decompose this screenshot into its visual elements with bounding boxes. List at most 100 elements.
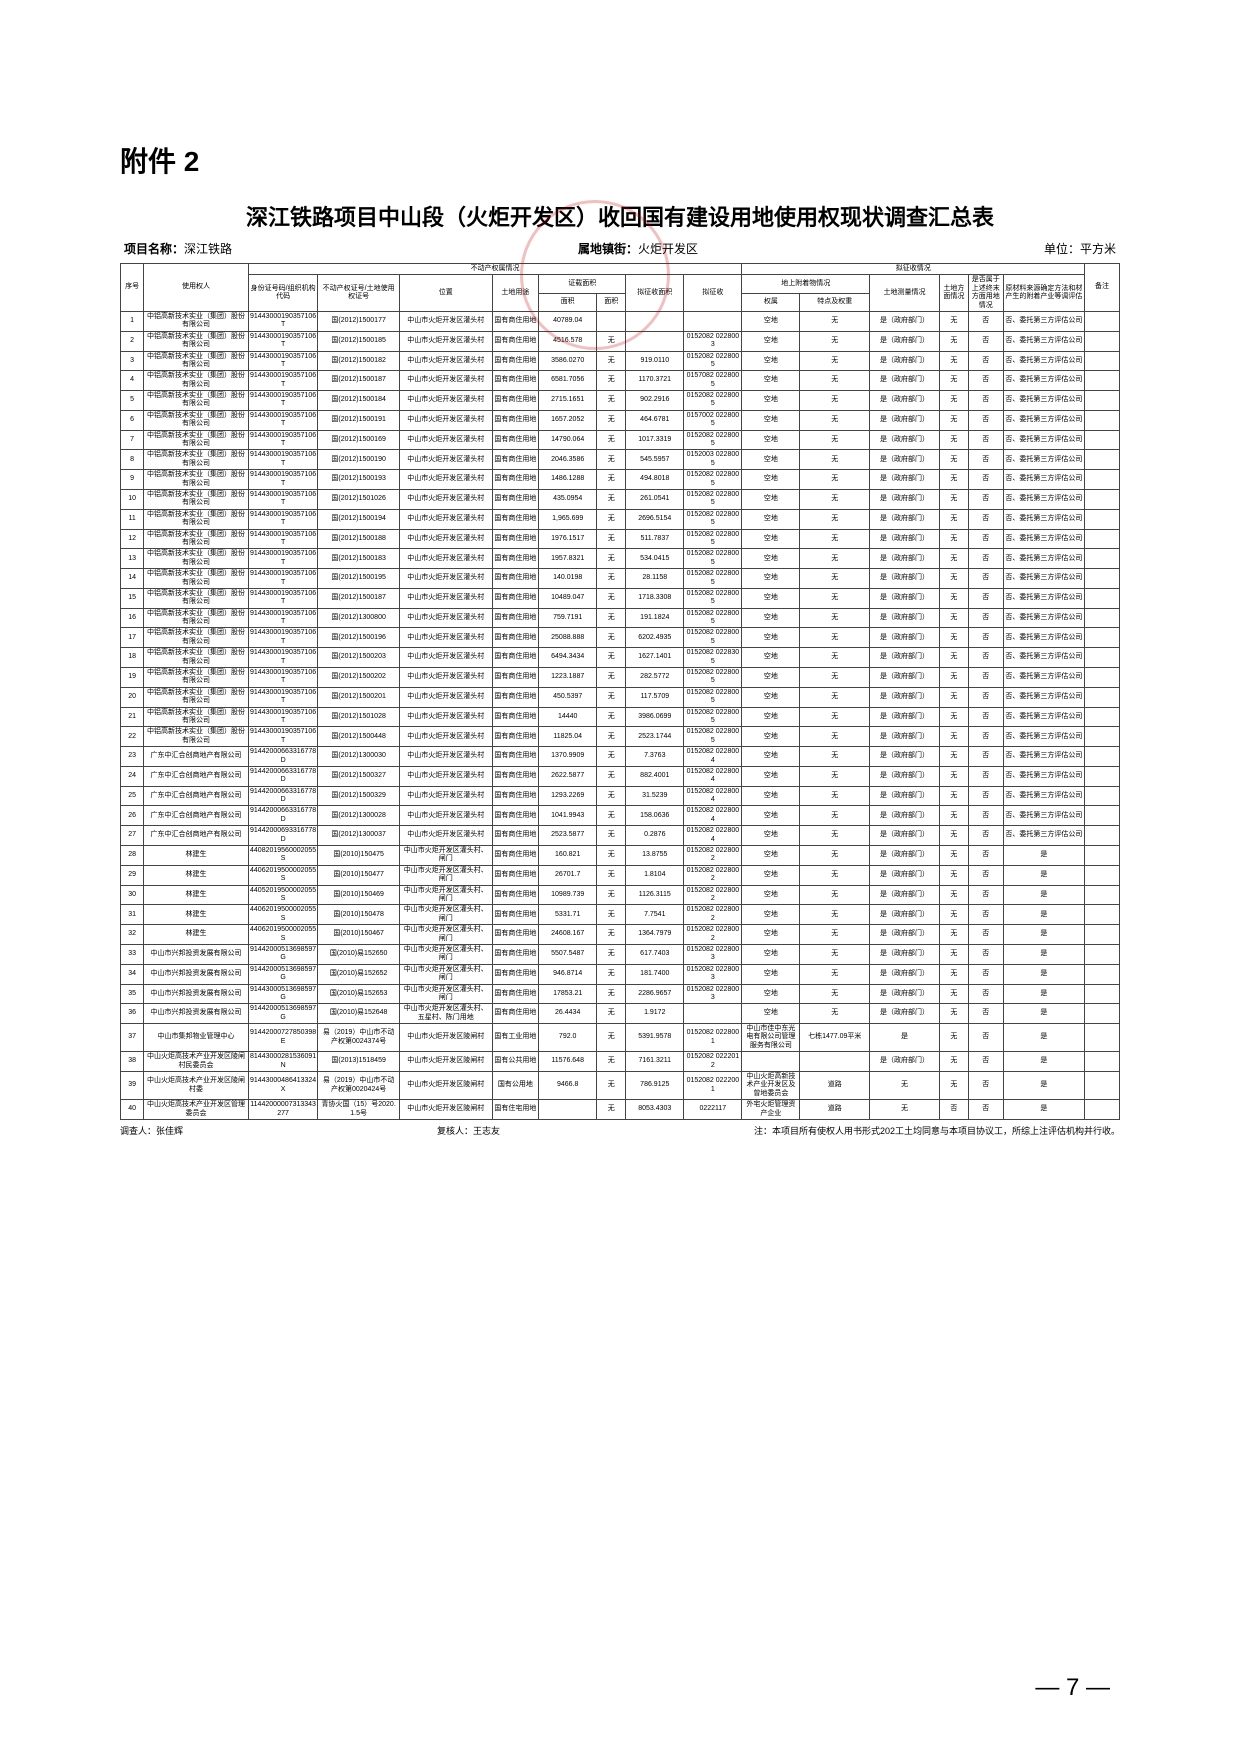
table-cell: 20	[121, 687, 144, 707]
table-cell: 国(2012)1300037	[318, 826, 399, 846]
table-cell: 国(2012)1500184	[318, 391, 399, 411]
table-cell: 否、委托第三方评估公司	[1003, 707, 1084, 727]
table-cell: 中山火炬高技术产业开发区陵闸村民委员会	[144, 1052, 249, 1072]
table-cell: 否	[968, 865, 1003, 885]
table-cell: 是（政府部门）	[870, 569, 940, 589]
table-cell: 无	[939, 489, 968, 509]
table-cell: 无	[939, 687, 968, 707]
table-cell: 空地	[742, 747, 800, 767]
table-row: 13中铝高新技术实业（集团）股份有限公司91443000190357106T国(…	[121, 549, 1120, 569]
table-cell: 空地	[742, 984, 800, 1004]
table-cell: 18	[121, 648, 144, 668]
table-cell	[1085, 529, 1120, 549]
table-cell: 282.5772	[626, 668, 684, 688]
table-cell: 无	[597, 450, 626, 470]
table-cell: 国有商住用地	[492, 707, 538, 727]
table-cell: 158.0636	[626, 806, 684, 826]
table-cell: 无	[939, 925, 968, 945]
table-cell: 9	[121, 470, 144, 490]
table-row: 36中山市兴邦投资发展有限公司91442000513698597G国(2010)…	[121, 1004, 1120, 1024]
table-cell: 空地	[742, 964, 800, 984]
table-cell: 1293.2269	[539, 786, 597, 806]
page-number: — 7 —	[1035, 1674, 1110, 1702]
table-cell: 空地	[742, 668, 800, 688]
table-cell: 无	[939, 391, 968, 411]
table-cell: 2715.1651	[539, 391, 597, 411]
table-cell: 无	[939, 885, 968, 905]
table-cell	[1085, 430, 1120, 450]
table-cell: 中铝高新技术实业（集团）股份有限公司	[144, 569, 249, 589]
table-cell: 786.9125	[626, 1072, 684, 1100]
table-cell: 31.5239	[626, 786, 684, 806]
table-cell: 国有商住用地	[492, 331, 538, 351]
col-measure: 土地测量情况	[870, 275, 940, 312]
table-cell: 无	[800, 450, 870, 470]
table-cell	[1085, 608, 1120, 628]
table-cell: 中山市火炬开发区灌头村、闸门	[399, 885, 492, 905]
table-cell: 否	[968, 470, 1003, 490]
table-cell: 空地	[742, 371, 800, 391]
table-cell: 494.8018	[626, 470, 684, 490]
table-cell: 0152082 0228005	[684, 588, 742, 608]
table-cell: 国(2012)1500185	[318, 331, 399, 351]
table-cell: 40	[121, 1100, 144, 1120]
table-cell: 空地	[742, 311, 800, 331]
table-cell: 无	[939, 1072, 968, 1100]
table-cell: 中山市火炬开发区灌头村	[399, 628, 492, 648]
table-cell: 否、委托第三方评估公司	[1003, 391, 1084, 411]
table-cell: 国有商住用地	[492, 311, 538, 331]
table-cell: 617.7403	[626, 944, 684, 964]
table-cell	[1085, 470, 1120, 490]
table-cell: 林建生	[144, 865, 249, 885]
table-cell: 中山市火炬开发区灌头村	[399, 331, 492, 351]
table-cell: 是（政府部门）	[870, 925, 940, 945]
col-source: 原材料来源确定方法和材产生的附着产业等调评估	[1003, 275, 1084, 312]
note-value: 本项目所有使权人用书形式202工土均同意与本项目协议工，所综上注评估机构并行收。	[772, 1126, 1120, 1136]
table-cell: 空地	[742, 865, 800, 885]
table-cell: 7	[121, 430, 144, 450]
table-cell: 无	[939, 905, 968, 925]
table-cell: 0152082 0228002	[684, 846, 742, 866]
table-cell: 450.5397	[539, 687, 597, 707]
table-cell: 国有商住用地	[492, 628, 538, 648]
table-cell: 中山市火炬开发区灌头村	[399, 668, 492, 688]
table-cell: 空地	[742, 549, 800, 569]
table-cell: 国有商住用地	[492, 410, 538, 430]
table-cell: 91443000190357106T	[248, 489, 318, 509]
table-cell	[1085, 648, 1120, 668]
table-cell: 国(2010)易152653	[318, 984, 399, 1004]
col-area-b: 面积	[597, 293, 626, 311]
table-cell: 国有商住用地	[492, 430, 538, 450]
table-cell: 国有商住用地	[492, 450, 538, 470]
table-cell: 38	[121, 1052, 144, 1072]
table-cell: 中山市火炬开发区灌头村	[399, 766, 492, 786]
table-cell: 0.2876	[626, 826, 684, 846]
table-cell: 1,965.699	[539, 509, 597, 529]
table-cell: 国(2010)150478	[318, 905, 399, 925]
table-cell: 14440	[539, 707, 597, 727]
table-cell: 空地	[742, 410, 800, 430]
table-cell: 0152082 0228005	[684, 529, 742, 549]
table-cell: 0157082 0228005	[684, 371, 742, 391]
table-cell: 464.6781	[626, 410, 684, 430]
survey-table: 序号 使用权人 不动产权属情况 拟征收情况 备注 身份证号码/组织机构代码 不动…	[120, 263, 1120, 1120]
table-cell: 无	[800, 668, 870, 688]
table-row: 24广东中汇合创商地产有限公司91442000663316778D国(2012)…	[121, 766, 1120, 786]
table-cell: 国有商住用地	[492, 489, 538, 509]
table-cell: 国(2012)1500177	[318, 311, 399, 331]
table-cell: 中山市火炬开发区灌头村	[399, 489, 492, 509]
table-cell: 545.5957	[626, 450, 684, 470]
table-cell: 30	[121, 885, 144, 905]
table-cell: 国有商住用地	[492, 925, 538, 945]
table-cell: 是	[1003, 1100, 1084, 1120]
table-cell: 1364.7979	[626, 925, 684, 945]
table-cell: 易（2019）中山市不动产权第0024374号	[318, 1024, 399, 1052]
table-cell	[1085, 885, 1120, 905]
table-row: 6中铝高新技术实业（集团）股份有限公司91443000190357106T国(2…	[121, 410, 1120, 430]
table-cell: 无	[800, 885, 870, 905]
table-cell	[1085, 846, 1120, 866]
table-cell: 91443000190357106T	[248, 569, 318, 589]
table-cell: 无	[597, 569, 626, 589]
table-cell: 2286.9657	[626, 984, 684, 1004]
table-cell: 空地	[742, 430, 800, 450]
